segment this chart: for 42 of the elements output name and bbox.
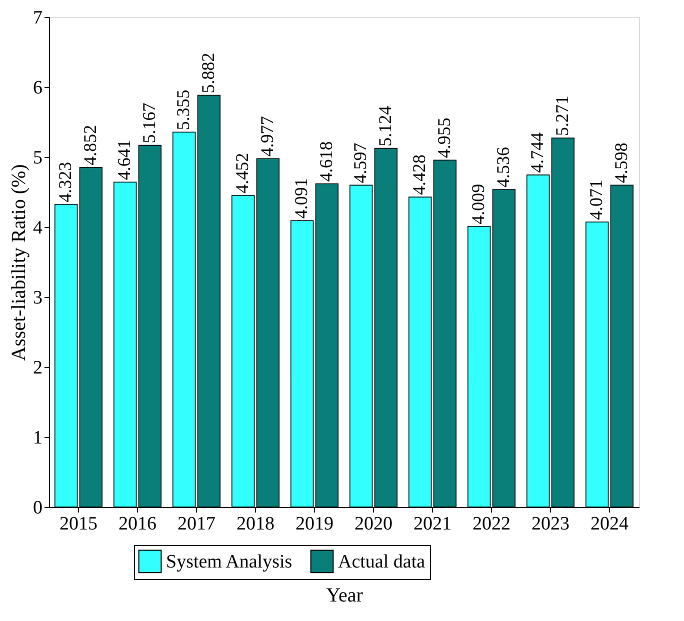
data-label: 4.977 xyxy=(256,116,277,157)
data-label: 4.955 xyxy=(434,118,454,158)
data-label: 4.744 xyxy=(527,132,548,173)
y-tick-label: 5 xyxy=(33,148,42,168)
x-tick-label: 2023 xyxy=(532,514,570,534)
data-label: 4.428 xyxy=(409,154,430,196)
x-tick-label: 2018 xyxy=(236,514,274,534)
data-label: 4.536 xyxy=(492,146,513,188)
x-tick-label: 2021 xyxy=(414,514,452,534)
data-label: 4.641 xyxy=(114,140,134,180)
data-label: 4.598 xyxy=(610,142,631,184)
x-tick-label: 2022 xyxy=(472,514,510,534)
data-label: 4.452 xyxy=(232,152,252,194)
y-tick-label: 1 xyxy=(33,428,42,448)
data-label: 5.124 xyxy=(374,106,395,146)
y-tick-label: 6 xyxy=(33,78,42,98)
data-label: 5.355 xyxy=(173,90,194,130)
x-tick-label: 2020 xyxy=(354,514,392,534)
x-tick-label: 2016 xyxy=(118,514,156,534)
x-tick-label: 2019 xyxy=(296,514,334,534)
data-label: 4.071 xyxy=(586,180,606,220)
x-axis-title: Year xyxy=(326,584,364,606)
data-label: 4.323 xyxy=(55,162,76,202)
data-label: 5.882 xyxy=(198,52,218,94)
x-tick-label: 2024 xyxy=(590,514,629,534)
y-tick-label: 2 xyxy=(33,358,42,378)
y-tick-label: 4 xyxy=(33,218,43,238)
data-label: 4.597 xyxy=(350,142,370,184)
data-label: 4.091 xyxy=(291,178,312,219)
data-label: 5.167 xyxy=(138,102,159,144)
y-tick-label: 3 xyxy=(33,288,42,308)
data-label: 4.009 xyxy=(468,184,488,224)
y-axis-title: Asset-liability Ratio (%) xyxy=(8,164,30,361)
y-tick-label: 0 xyxy=(33,498,42,518)
y-tick-label: 7 xyxy=(33,8,42,28)
legend-label: System Analysis xyxy=(166,551,292,572)
data-label: 4.618 xyxy=(316,141,336,182)
data-label: 5.271 xyxy=(552,96,572,136)
legend-label: Actual data xyxy=(338,551,426,572)
data-label: 4.852 xyxy=(80,124,100,166)
x-tick-label: 2015 xyxy=(60,514,98,534)
x-tick-label: 2017 xyxy=(178,514,216,534)
